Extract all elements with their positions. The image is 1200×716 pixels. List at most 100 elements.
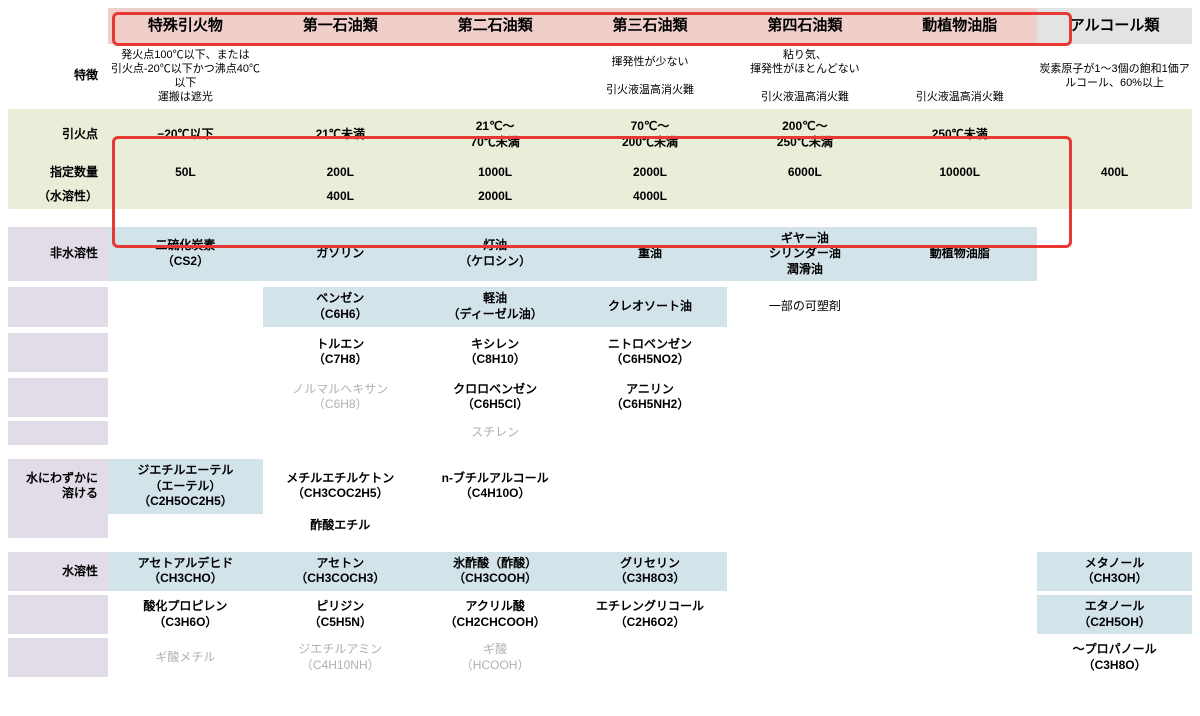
- row-suiyosei-1: 水溶性 アセトアルデヒド （CH3CHO） アセトン （CH3COCH3） 氷酢…: [8, 552, 1192, 591]
- sui-cell: ギ酸 （HCOOH）: [418, 638, 573, 677]
- inkaten-cell: 21℃〜 70℃未満: [418, 109, 573, 161]
- sui-cell: [727, 638, 882, 677]
- tokucho-cell: 揮発性が少ない 引火液温高消火難: [573, 44, 728, 109]
- hisuisei-cell: ガソリン: [263, 227, 418, 282]
- suisei-cell: 2000L: [418, 185, 573, 209]
- hisuisei-cell: [1037, 287, 1192, 326]
- row-suiyosei-2: 酸化プロピレン （C3H6O） ピリジン （C5H5N） アクリル酸 （CH2C…: [8, 595, 1192, 634]
- row-hisuisei-1: 非水溶性 二硫化炭素 （CS2） ガソリン 灯油 （ケロシン） 重油 ギヤー油 …: [8, 227, 1192, 282]
- wazuka-cell: ジエチルエーテル （エーテル） （C2H5OC2H5）: [108, 459, 263, 514]
- row-suiyosei-3: ギ酸メチル ジエチルアミン （C4H10NH） ギ酸 （HCOOH） 〜プロパノ…: [8, 638, 1192, 677]
- sui-cell: [727, 595, 882, 634]
- wazuka-cell: n-ブチルアルコール （C4H10O）: [418, 459, 573, 514]
- row-label-suiyosei: 水溶性: [8, 552, 108, 591]
- hisuisei-cell: 動植物油脂: [882, 227, 1037, 282]
- hisuisei-cell: 一部の可塑剤: [727, 287, 882, 326]
- row-hisuisei-3: トルエン （C7H8） キシレン （C8H10） ニトロベンゼン （C6H5NO…: [8, 333, 1192, 372]
- row-label-blank: [8, 595, 108, 634]
- sui-cell: アセトアルデヒド （CH3CHO）: [108, 552, 263, 591]
- header-row: 特殊引火物 第一石油類 第二石油類 第三石油類 第四石油類 動植物油脂 アルコー…: [8, 8, 1192, 44]
- inkaten-cell: 70℃〜 200℃未満: [573, 109, 728, 161]
- inkaten-cell: 200℃〜 250℃未満: [727, 109, 882, 161]
- hisuisei-cell: [108, 378, 263, 417]
- row-inkaten: 引火点 −20℃以下 21℃未満 21℃〜 70℃未満 70℃〜 200℃未満 …: [8, 109, 1192, 161]
- row-label-hisuisei: 非水溶性: [8, 227, 108, 282]
- wazuka-cell: [1037, 459, 1192, 514]
- hisuisei-cell: クレオソート油: [573, 287, 728, 326]
- row-label-inkaten: 引火点: [8, 109, 108, 161]
- inkaten-cell: −20℃以下: [108, 109, 263, 161]
- hisuisei-cell: スチレン: [418, 421, 573, 445]
- row-hisuisei-2: ベンゼン （C6H6） 軽油 （ディーゼル油） クレオソート油 一部の可塑剤: [8, 287, 1192, 326]
- shitei-cell: 1000L: [418, 161, 573, 185]
- hisuisei-cell: [1037, 333, 1192, 372]
- shitei-cell: 400L: [1037, 161, 1192, 185]
- row-shitei: 指定数量 50L 200L 1000L 2000L 6000L 10000L 4…: [8, 161, 1192, 185]
- row-suisei: （水溶性） 400L 2000L 4000L: [8, 185, 1192, 209]
- shitei-cell: 2000L: [573, 161, 728, 185]
- hisuisei-cell: [1037, 227, 1192, 282]
- row-hisuisei-4: ノルマルヘキサン （C6H8） クロロベンゼン （C6H5Cl） アニリン （C…: [8, 378, 1192, 417]
- hisuisei-cell: [727, 378, 882, 417]
- col-header: 特殊引火物: [108, 8, 263, 44]
- sui-cell: エタノール （C2H5OH）: [1037, 595, 1192, 634]
- shitei-cell: 10000L: [882, 161, 1037, 185]
- hisuisei-cell: [727, 333, 882, 372]
- row-label-blank: [8, 378, 108, 417]
- inkaten-cell: 21℃未満: [263, 109, 418, 161]
- sui-cell: メタノール （CH3OH）: [1037, 552, 1192, 591]
- col-header: 第三石油類: [573, 8, 728, 44]
- wazuka-cell: メチルエチルケトン （CH3COC2H5）: [263, 459, 418, 514]
- sui-cell: エチレングリコール （C2H6O2）: [573, 595, 728, 634]
- col-header: 第四石油類: [727, 8, 882, 44]
- suisei-cell: [882, 185, 1037, 209]
- hisuisei-cell: 軽油 （ディーゼル油）: [418, 287, 573, 326]
- col-header: 第一石油類: [263, 8, 418, 44]
- sui-cell: ギ酸メチル: [108, 638, 263, 677]
- suisei-cell: [727, 185, 882, 209]
- wazuka-cell: [727, 514, 882, 538]
- inkaten-cell: 250℃未満: [882, 109, 1037, 161]
- hisuisei-cell: [1037, 378, 1192, 417]
- hisuisei-cell: [1037, 421, 1192, 445]
- hisuisei-cell: ノルマルヘキサン （C6H8）: [263, 378, 418, 417]
- col-header: アルコール類: [1037, 8, 1192, 44]
- sui-cell: ジエチルアミン （C4H10NH）: [263, 638, 418, 677]
- tokucho-cell: 粘り気、 揮発性がほとんどない 引火液温高消火難: [727, 44, 882, 109]
- wazuka-cell: [882, 459, 1037, 514]
- sui-cell: アセトン （CH3COCH3）: [263, 552, 418, 591]
- suisei-cell: 4000L: [573, 185, 728, 209]
- wazuka-cell: [573, 459, 728, 514]
- row-wazuka-2: 酢酸エチル: [8, 514, 1192, 538]
- sui-cell: [727, 552, 882, 591]
- hisuisei-cell: 重油: [573, 227, 728, 282]
- hisuisei-cell: ベンゼン （C6H6）: [263, 287, 418, 326]
- hisuisei-cell: [263, 421, 418, 445]
- wazuka-cell: [727, 459, 882, 514]
- hisuisei-cell: クロロベンゼン （C6H5Cl）: [418, 378, 573, 417]
- hisuisei-cell: ギヤー油 シリンダー油 潤滑油: [727, 227, 882, 282]
- hisuisei-cell: 灯油 （ケロシン）: [418, 227, 573, 282]
- hisuisei-cell: [882, 378, 1037, 417]
- shitei-cell: 200L: [263, 161, 418, 185]
- sui-cell: グリセリン （C3H8O3）: [573, 552, 728, 591]
- wazuka-cell: [108, 514, 263, 538]
- row-tokucho: 特徴 発火点100℃以下、または 引火点-20℃以下かつ沸点40℃以下 運搬は遮…: [8, 44, 1192, 109]
- col-header: 動植物油脂: [882, 8, 1037, 44]
- suisei-cell: [1037, 185, 1192, 209]
- tokucho-cell: 炭素原子が1〜3個の飽和1価アルコール、60%以上: [1037, 44, 1192, 109]
- hisuisei-cell: トルエン （C7H8）: [263, 333, 418, 372]
- hisuisei-cell: 二硫化炭素 （CS2）: [108, 227, 263, 282]
- shitei-cell: 50L: [108, 161, 263, 185]
- row-label-shitei: 指定数量: [8, 161, 108, 185]
- sui-cell: [573, 638, 728, 677]
- hisuisei-cell: [108, 421, 263, 445]
- col-header: 第二石油類: [418, 8, 573, 44]
- tokucho-cell: 発火点100℃以下、または 引火点-20℃以下かつ沸点40℃以下 運搬は遮光: [108, 44, 263, 109]
- sui-cell: 〜プロパノール （C3H8O）: [1037, 638, 1192, 677]
- wazuka-cell: [1037, 514, 1192, 538]
- tokucho-cell: [418, 44, 573, 109]
- wazuka-cell: 酢酸エチル: [263, 514, 418, 538]
- row-label-wazuka: 水にわずかに 溶ける: [8, 459, 108, 514]
- sui-cell: ピリジン （C5H5N）: [263, 595, 418, 634]
